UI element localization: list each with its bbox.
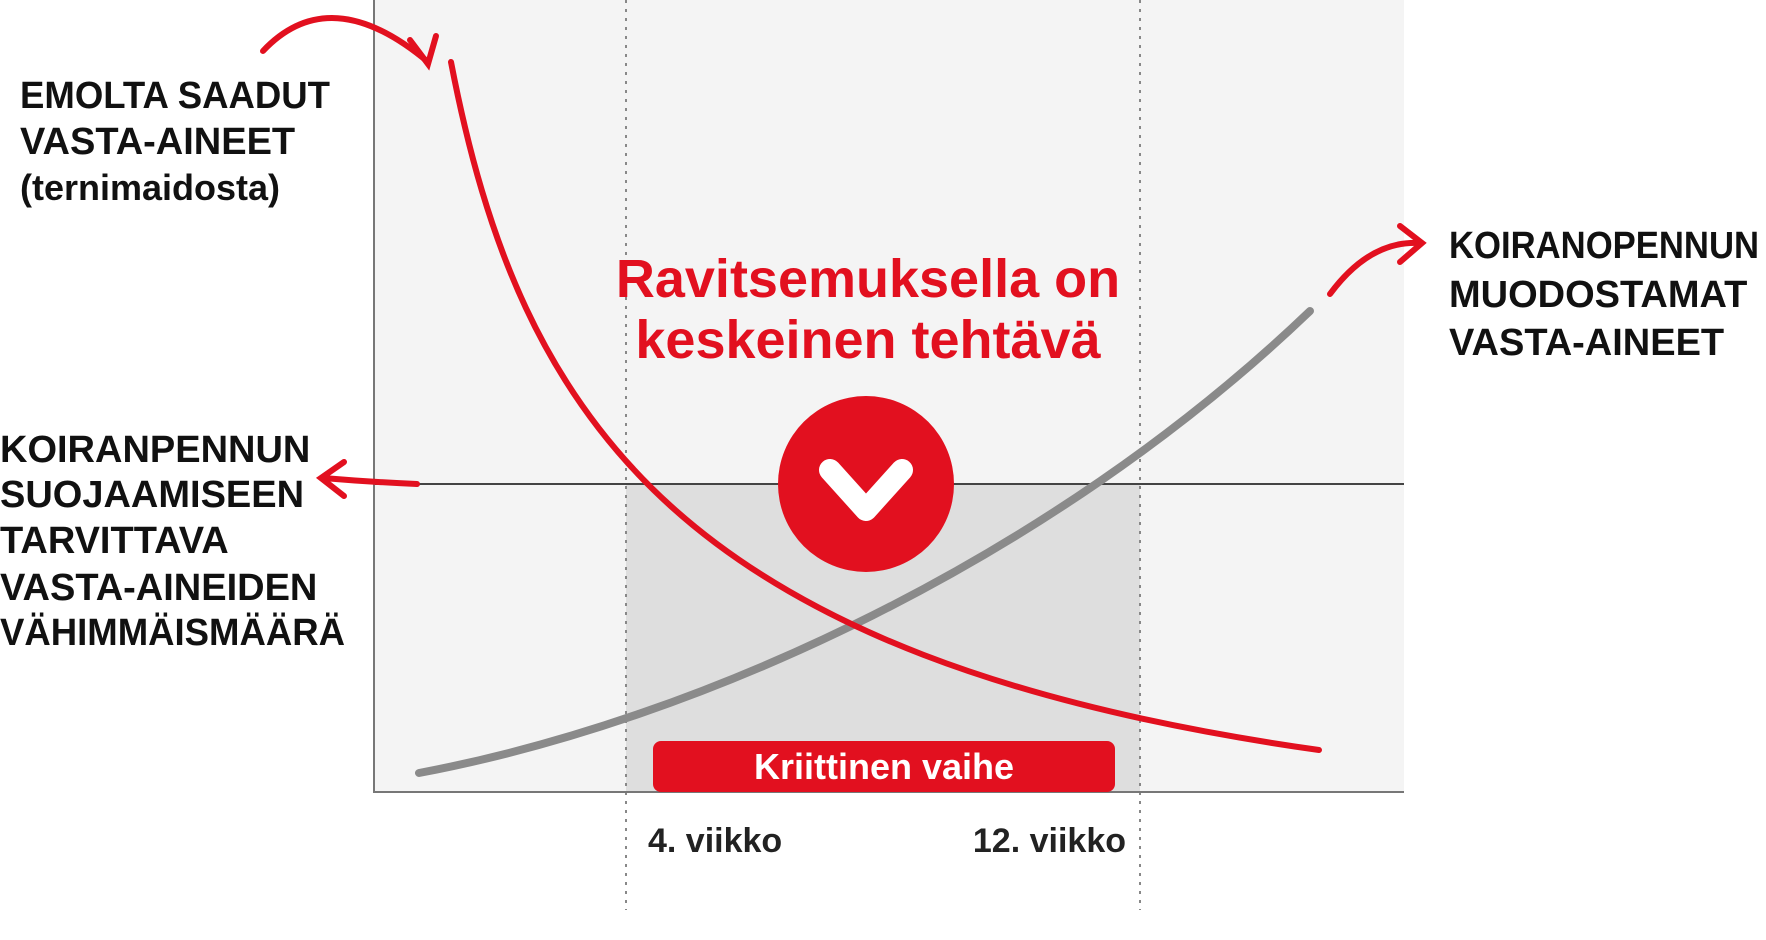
threshold-label: VASTA-AINEIDEN xyxy=(0,567,317,609)
arrowhead xyxy=(1397,223,1427,265)
arrow xyxy=(1327,239,1423,297)
arrow xyxy=(260,15,431,65)
center-title: keskeinen tehtävä xyxy=(635,310,1101,370)
threshold-label: VÄHIMMÄISMÄÄRÄ xyxy=(0,611,345,654)
arrow xyxy=(320,475,420,487)
x-label: 4. viikko xyxy=(648,822,782,860)
critical-label: Kriittinen vaihe xyxy=(754,746,1014,787)
center-title: Ravitsemuksella on xyxy=(616,249,1120,309)
emo-note: (ternimaidosta) xyxy=(20,167,280,208)
arrowhead xyxy=(315,459,347,499)
pup-label: VASTA-AINEET xyxy=(1449,322,1724,364)
emo-label: EMOLTA SAADUT xyxy=(20,75,330,117)
pup-label: MUODOSTAMAT xyxy=(1449,274,1747,316)
threshold-label: SUOJAAMISEEN xyxy=(0,474,304,516)
maternal-antibody-curve xyxy=(448,59,1322,753)
x-label: 12. viikko xyxy=(973,822,1126,860)
arrowhead xyxy=(407,33,439,71)
critical-bar xyxy=(653,741,1115,792)
check-circle xyxy=(778,396,954,572)
threshold-label: KOIRANPENNUN xyxy=(0,429,310,471)
pup-label: KOIRANOPENNUN xyxy=(1449,225,1759,267)
check-icon xyxy=(819,459,913,521)
threshold-label: TARVITTAVA xyxy=(0,520,229,562)
emo-label: VASTA-AINEET xyxy=(20,121,295,163)
pup-antibody-curve xyxy=(415,307,1314,777)
